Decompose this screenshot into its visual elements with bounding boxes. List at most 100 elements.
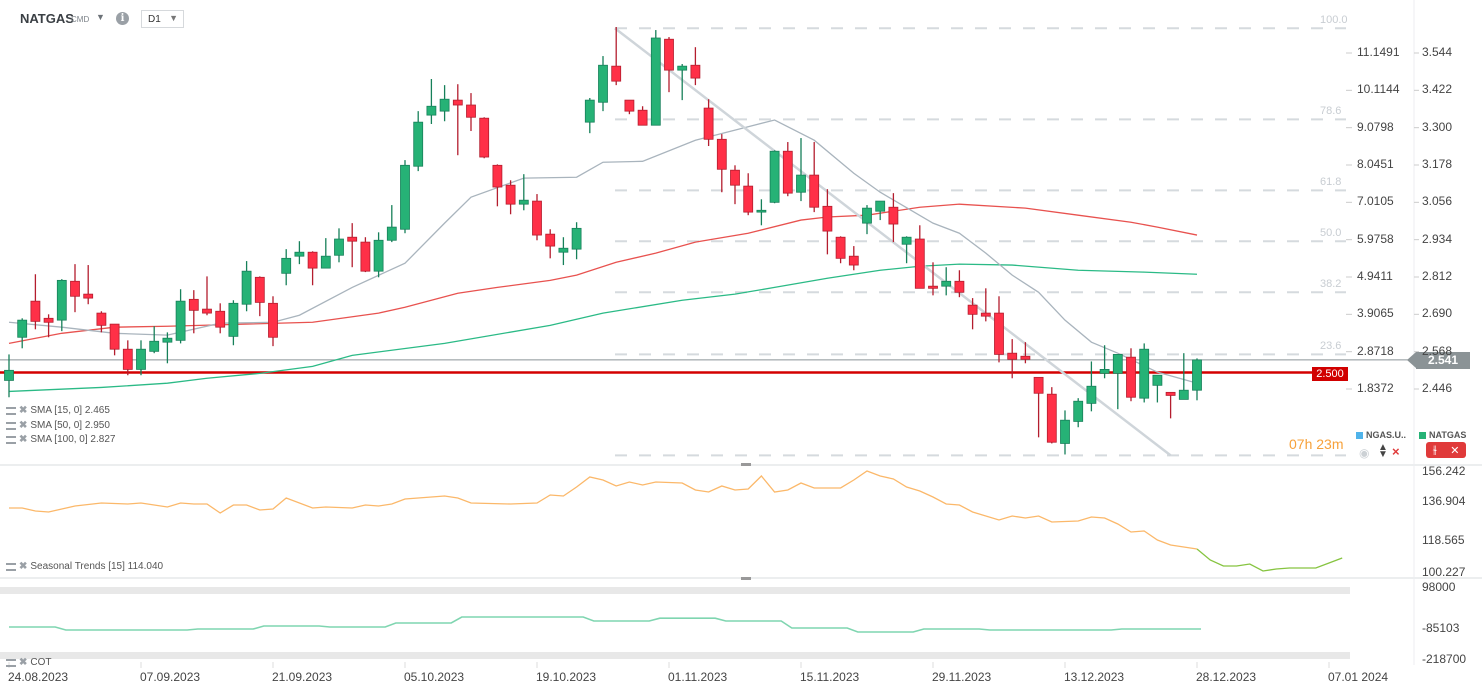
candle xyxy=(254,276,265,317)
candle xyxy=(30,274,41,330)
candle-body-down xyxy=(70,280,80,297)
candle-body-down xyxy=(822,205,833,232)
timeframe-select[interactable]: D1 ▼ xyxy=(141,10,184,28)
remove-indicator-icon[interactable]: ✖ xyxy=(19,561,28,572)
legend-cot[interactable]: ✖ COT xyxy=(6,657,52,668)
candle xyxy=(268,296,278,347)
legend-sma15[interactable]: ✖ SMA [15, 0] 2.465 xyxy=(6,405,110,416)
instrument-control-button[interactable]: ⫳ ✕ xyxy=(1426,442,1466,458)
price-axis-label: 2.934 xyxy=(1422,231,1453,246)
candle-body-down xyxy=(202,308,212,314)
candle xyxy=(584,97,595,134)
secondary-instrument-legend[interactable]: NGAS.U.. xyxy=(1356,430,1406,440)
candle xyxy=(928,262,938,296)
indicator-settings-icon[interactable] xyxy=(6,562,16,571)
price-axis-label: 3.544 xyxy=(1422,45,1453,59)
indicator-settings-icon[interactable] xyxy=(6,658,16,667)
indicator-settings-icon[interactable] xyxy=(6,421,16,430)
candle-body-down xyxy=(1165,391,1176,396)
candle-body-up xyxy=(162,337,173,343)
primary-instrument-legend[interactable]: NATGAS xyxy=(1419,430,1466,440)
candle-body-down xyxy=(479,117,490,158)
candle-body-down xyxy=(848,255,859,266)
candle-body-up xyxy=(769,150,780,203)
candle xyxy=(43,314,54,338)
candle xyxy=(888,193,899,243)
candle xyxy=(334,228,344,263)
horizontal-line-price-tag[interactable]: 2.500 xyxy=(1312,367,1348,381)
info-icon[interactable]: i xyxy=(116,12,129,25)
remove-indicator-icon[interactable]: ✖ xyxy=(19,405,28,416)
candle xyxy=(215,303,226,334)
candle xyxy=(505,180,516,215)
legend-sma50[interactable]: ✖ SMA [50, 0] 2.950 xyxy=(6,420,110,431)
sma50-line xyxy=(8,203,1198,345)
candlestick-icon[interactable]: ⫳ xyxy=(1432,443,1438,456)
candle-body-down xyxy=(347,236,358,242)
seasonal-axis-label: 118.565 xyxy=(1422,533,1465,547)
indicator-settings-icon[interactable] xyxy=(6,406,16,415)
secondary-axis-label: 7.0105 xyxy=(1357,194,1394,209)
candle-body-up xyxy=(1192,359,1202,391)
candle xyxy=(980,288,991,322)
candle xyxy=(1139,343,1150,403)
candle xyxy=(558,237,569,266)
candle-body-down xyxy=(809,174,820,208)
close-icon[interactable]: ✕ xyxy=(1450,444,1460,457)
candle-body-up xyxy=(1073,400,1084,422)
trendline xyxy=(614,27,1172,457)
candle-body-down xyxy=(782,150,793,194)
symbol-name[interactable]: NATGAS xyxy=(20,11,74,26)
candle xyxy=(1099,345,1110,379)
candle-body-down xyxy=(954,280,965,293)
sma100-label: SMA [100, 0] 2.827 xyxy=(30,434,116,445)
remove-indicator-icon[interactable]: ✖ xyxy=(19,657,28,668)
date-axis-label: 28.12.2023 xyxy=(1196,670,1257,684)
legend-sma100[interactable]: ✖ SMA [100, 0] 2.827 xyxy=(6,434,115,445)
fibonacci-label: 78.6 xyxy=(1320,105,1342,118)
candle-body-up xyxy=(650,37,661,126)
candle-body-up xyxy=(413,121,424,167)
timeframe-value: D1 xyxy=(148,14,161,25)
candle-body-up xyxy=(875,200,886,212)
up-down-arrows-icon[interactable]: ▲ ▼ xyxy=(1378,442,1388,460)
candle xyxy=(83,265,94,305)
candle-body-down xyxy=(30,300,41,322)
candle-body-down xyxy=(1046,393,1057,443)
remove-indicator-icon[interactable]: ✖ xyxy=(19,434,28,445)
date-axis-label: 19.10.2023 xyxy=(536,670,597,684)
cot-label: COT xyxy=(30,657,52,668)
candle-body-up xyxy=(1178,389,1189,400)
seasonal-axis-label: 156.242 xyxy=(1422,464,1466,478)
candle-body-down xyxy=(611,65,622,82)
candle xyxy=(466,93,476,132)
candle-body-down xyxy=(1007,352,1018,360)
remove-indicator-icon[interactable]: ✖ xyxy=(19,420,28,431)
candle xyxy=(690,47,701,86)
candle xyxy=(941,267,952,296)
symbol-dropdown-icon[interactable]: ▼ xyxy=(96,12,105,22)
indicator-settings-icon[interactable] xyxy=(6,435,16,444)
price-axis-label: 2.812 xyxy=(1422,268,1453,283)
candle-body-down xyxy=(967,304,978,315)
candle-body-down xyxy=(1126,356,1136,398)
legend-seasonal[interactable]: ✖ Seasonal Trends [15] 114.040 xyxy=(6,561,163,572)
candle xyxy=(386,205,397,243)
secondary-axis-label: 4.9411 xyxy=(1357,269,1393,283)
candle-body-up xyxy=(241,270,252,305)
candle xyxy=(730,165,740,205)
candle xyxy=(347,223,358,268)
chevron-down-icon: ▼ xyxy=(169,13,178,23)
candle xyxy=(479,117,490,159)
candle-body-down xyxy=(624,99,635,112)
candle-body-down xyxy=(532,200,542,236)
seasonal-line xyxy=(9,470,1198,550)
cot-axis-label: -218700 xyxy=(1422,652,1467,666)
close-icon[interactable]: × xyxy=(1392,444,1400,459)
eye-icon[interactable]: ◉ xyxy=(1359,446,1370,460)
sma100-line xyxy=(8,263,1198,393)
candle xyxy=(294,241,305,265)
cot-line xyxy=(9,616,1201,633)
candle-body-down xyxy=(994,312,1004,355)
